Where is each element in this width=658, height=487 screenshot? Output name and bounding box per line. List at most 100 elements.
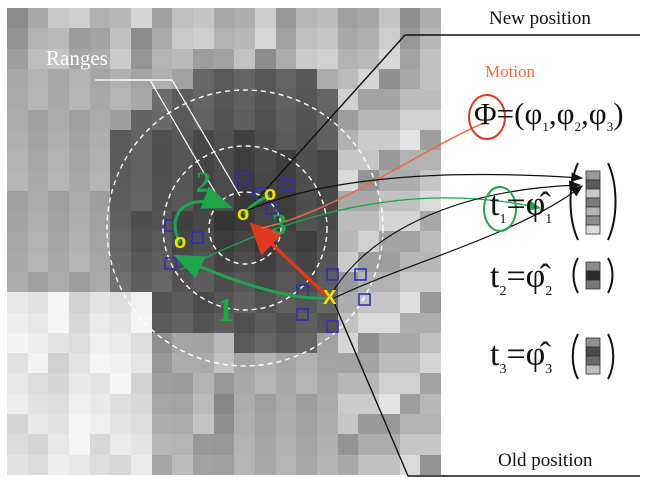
phi2-symbol: φ — [556, 96, 575, 131]
image-pixel — [213, 28, 235, 50]
image-pixel — [131, 373, 153, 395]
image-pixel — [48, 373, 70, 395]
image-pixel — [296, 231, 318, 253]
image-pixel — [358, 129, 380, 151]
t2-equals: = — [506, 258, 526, 295]
image-pixel — [420, 109, 441, 131]
image-pixel — [48, 434, 70, 456]
image-pixel — [193, 393, 215, 415]
image-pixel — [213, 251, 235, 273]
image-pixel — [420, 28, 441, 50]
image-pixel — [379, 292, 401, 314]
image-pixel — [110, 89, 132, 111]
image-pixel — [296, 48, 318, 70]
image-pixel — [213, 129, 235, 151]
image-pixel — [379, 68, 401, 90]
image-pixel — [193, 150, 215, 172]
image-pixel — [317, 434, 339, 456]
image-pixel — [296, 109, 318, 131]
image-pixel — [48, 170, 70, 192]
image-pixel — [193, 332, 215, 354]
image-pixel — [358, 454, 380, 475]
image-pixel — [89, 211, 111, 232]
image-pixel — [89, 271, 111, 293]
image-pixel — [27, 353, 49, 375]
image-pixel — [399, 332, 421, 354]
image-pixel — [89, 373, 111, 395]
image-pixel — [275, 454, 297, 475]
image-pixel — [358, 109, 380, 131]
image-pixel — [275, 28, 297, 50]
image-pixel — [213, 150, 235, 172]
motion-curve — [261, 121, 487, 229]
image-pixel — [399, 271, 421, 293]
image-pixel — [193, 28, 215, 50]
image-pixel — [296, 28, 318, 50]
image-pixel — [69, 292, 91, 314]
image-pixel — [296, 68, 318, 90]
image-pixel — [131, 89, 153, 111]
image-pixel — [275, 68, 297, 90]
t3-symbol: t — [490, 336, 500, 373]
image-pixel — [399, 8, 421, 29]
image-pixel — [151, 332, 173, 354]
image-pixel — [69, 28, 91, 50]
image-pixel — [213, 373, 235, 395]
image-pixel — [89, 68, 111, 90]
image-pixel — [213, 109, 235, 131]
image-pixel — [7, 373, 29, 395]
image-pixel — [296, 373, 318, 395]
image-pixel — [151, 271, 173, 293]
image-pixel — [379, 109, 401, 131]
search-squares — [164, 172, 371, 333]
image-pixel — [255, 454, 277, 475]
image-pixel — [399, 312, 421, 334]
image-pixel — [234, 292, 256, 314]
image-pixel — [48, 150, 70, 172]
phi-symbol: Φ — [474, 96, 497, 131]
image-pixel — [131, 434, 153, 456]
image-pixel — [172, 353, 194, 375]
image-pixel — [172, 332, 194, 354]
image-pixel — [151, 353, 173, 375]
image-pixel — [255, 48, 277, 70]
image-pixel — [89, 414, 111, 435]
t2-symbol: t — [490, 258, 500, 295]
image-pixel — [379, 312, 401, 334]
image-pixel — [48, 48, 70, 70]
image-pixel — [131, 332, 153, 354]
image-pixel — [131, 312, 153, 334]
image-pixel — [172, 150, 194, 172]
image-pixel — [296, 353, 318, 375]
image-pixel — [358, 28, 380, 50]
image-pixel — [317, 48, 339, 70]
image-pixel — [213, 68, 235, 90]
image-pixel — [399, 89, 421, 111]
image-pixel — [89, 28, 111, 50]
image-pixel — [379, 28, 401, 50]
image-pixel — [420, 150, 441, 172]
image-pixel — [379, 393, 401, 415]
image-pixel — [255, 312, 277, 334]
image-pixel — [7, 231, 29, 253]
image-pixel — [358, 48, 380, 70]
image-pixel — [69, 170, 91, 192]
image-pixel — [399, 231, 421, 253]
image-pixel — [69, 271, 91, 293]
image-pixel — [296, 251, 318, 273]
image-pixel — [213, 393, 235, 415]
image-pixel — [27, 68, 49, 90]
image-pixel — [110, 8, 132, 29]
phihat3-symbol: φ̂ — [525, 336, 546, 373]
image-pixel — [234, 8, 256, 29]
range-circle-middle — [162, 145, 328, 311]
arrow-to-patch-1b — [329, 180, 582, 298]
image-pixel — [27, 109, 49, 131]
image-pixel — [151, 393, 173, 415]
image-pixel — [234, 373, 256, 395]
old-position-label: Old position — [498, 450, 593, 471]
image-pixel — [420, 414, 441, 435]
image-pixel — [172, 454, 194, 475]
phihat2-symbol: φ̂ — [525, 258, 546, 295]
image-pixel — [151, 231, 173, 253]
